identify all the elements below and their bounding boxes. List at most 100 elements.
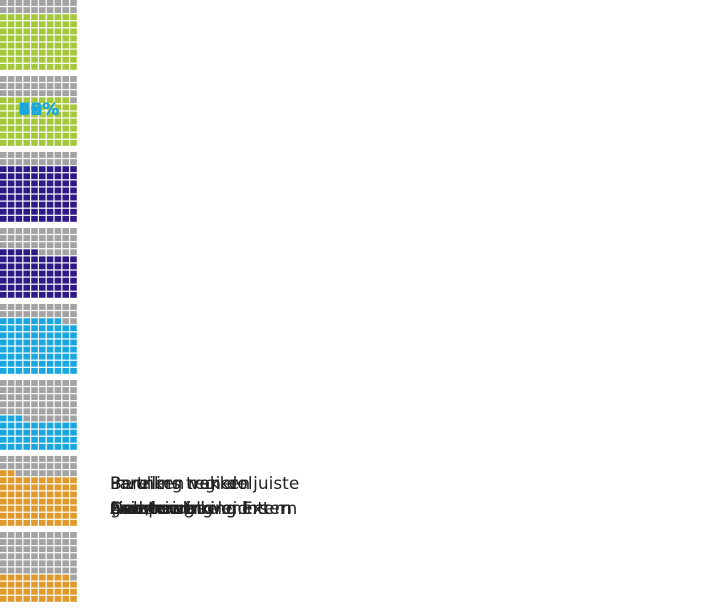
empty-cell [7, 567, 15, 574]
filled-cell [46, 139, 54, 146]
empty-cell [70, 456, 77, 462]
filled-cell [54, 104, 62, 111]
filled-cell [70, 42, 77, 49]
filled-cell [62, 353, 69, 360]
empty-cell [46, 242, 54, 249]
filled-cell [7, 353, 15, 360]
filled-cell [0, 28, 7, 35]
filled-cell [31, 353, 38, 360]
empty-cell [70, 76, 77, 82]
empty-cell [31, 304, 38, 310]
empty-cell [39, 83, 46, 89]
filled-cell [7, 291, 15, 298]
filled-cell [70, 277, 77, 284]
empty-cell [31, 456, 38, 462]
filled-cell [62, 132, 69, 139]
filled-cell [31, 256, 38, 263]
filled-cell [15, 353, 23, 360]
filled-cell [54, 208, 62, 215]
filled-cell [7, 470, 15, 477]
filled-cell [31, 187, 38, 194]
filled-cell [7, 443, 15, 450]
filled-cell [62, 166, 69, 173]
empty-cell [46, 249, 54, 256]
filled-cell [7, 111, 15, 118]
filled-cell [31, 318, 38, 325]
empty-cell [46, 532, 54, 538]
filled-cell [62, 429, 69, 436]
filled-cell [62, 498, 69, 505]
filled-cell [0, 270, 7, 277]
empty-cell [54, 387, 62, 393]
filled-cell [39, 132, 46, 139]
filled-cell [23, 484, 30, 491]
empty-cell [23, 387, 30, 393]
empty-cell [54, 546, 62, 553]
filled-cell [62, 332, 69, 339]
empty-cell [62, 387, 69, 393]
filled-cell [39, 21, 46, 28]
filled-cell [39, 277, 46, 284]
filled-cell [70, 498, 77, 505]
empty-cell [70, 159, 77, 165]
empty-cell [0, 456, 7, 462]
filled-cell [31, 574, 38, 581]
filled-cell [70, 194, 77, 201]
empty-cell [15, 532, 23, 538]
filled-cell [70, 505, 77, 512]
filled-cell [54, 429, 62, 436]
filled-cell [7, 325, 15, 332]
filled-cell [0, 277, 7, 284]
waffle [0, 304, 77, 374]
empty-cell [54, 7, 62, 13]
filled-cell [15, 42, 23, 49]
empty-cell [23, 311, 30, 317]
category-label: Financiering [110, 499, 214, 519]
empty-cell [31, 76, 38, 82]
empty-cell [31, 0, 38, 6]
empty-cell [54, 159, 62, 165]
empty-cell [70, 318, 77, 325]
empty-cell [0, 408, 7, 415]
filled-cell [31, 42, 38, 49]
filled-cell [7, 104, 15, 111]
filled-cell [31, 21, 38, 28]
empty-cell [70, 539, 77, 545]
filled-cell [70, 595, 77, 602]
empty-cell [39, 159, 46, 165]
waffle-panel: Financiering 80% [0, 100, 704, 519]
empty-cell [15, 0, 23, 6]
empty-cell [46, 380, 54, 386]
filled-cell [62, 484, 69, 491]
filled-cell [7, 436, 15, 443]
filled-cell [7, 422, 15, 429]
filled-cell [46, 63, 54, 70]
filled-cell [0, 360, 7, 367]
filled-cell [0, 132, 7, 139]
empty-cell [0, 380, 7, 386]
empty-cell [15, 567, 23, 574]
filled-cell [39, 35, 46, 42]
filled-cell [70, 208, 77, 215]
filled-cell [39, 512, 46, 519]
empty-cell [7, 401, 15, 408]
empty-cell [23, 152, 30, 158]
filled-cell [31, 35, 38, 42]
empty-cell [31, 567, 38, 574]
filled-cell [62, 519, 69, 526]
filled-cell [23, 291, 30, 298]
empty-cell [15, 83, 23, 89]
filled-cell [62, 187, 69, 194]
empty-cell [15, 539, 23, 545]
empty-cell [0, 83, 7, 89]
filled-cell [70, 436, 77, 443]
waffle [0, 0, 77, 70]
value-label: 72% [18, 100, 60, 120]
filled-cell [15, 187, 23, 194]
filled-cell [39, 28, 46, 35]
empty-cell [39, 408, 46, 415]
filled-cell [54, 125, 62, 132]
filled-cell [62, 35, 69, 42]
filled-cell [7, 512, 15, 519]
